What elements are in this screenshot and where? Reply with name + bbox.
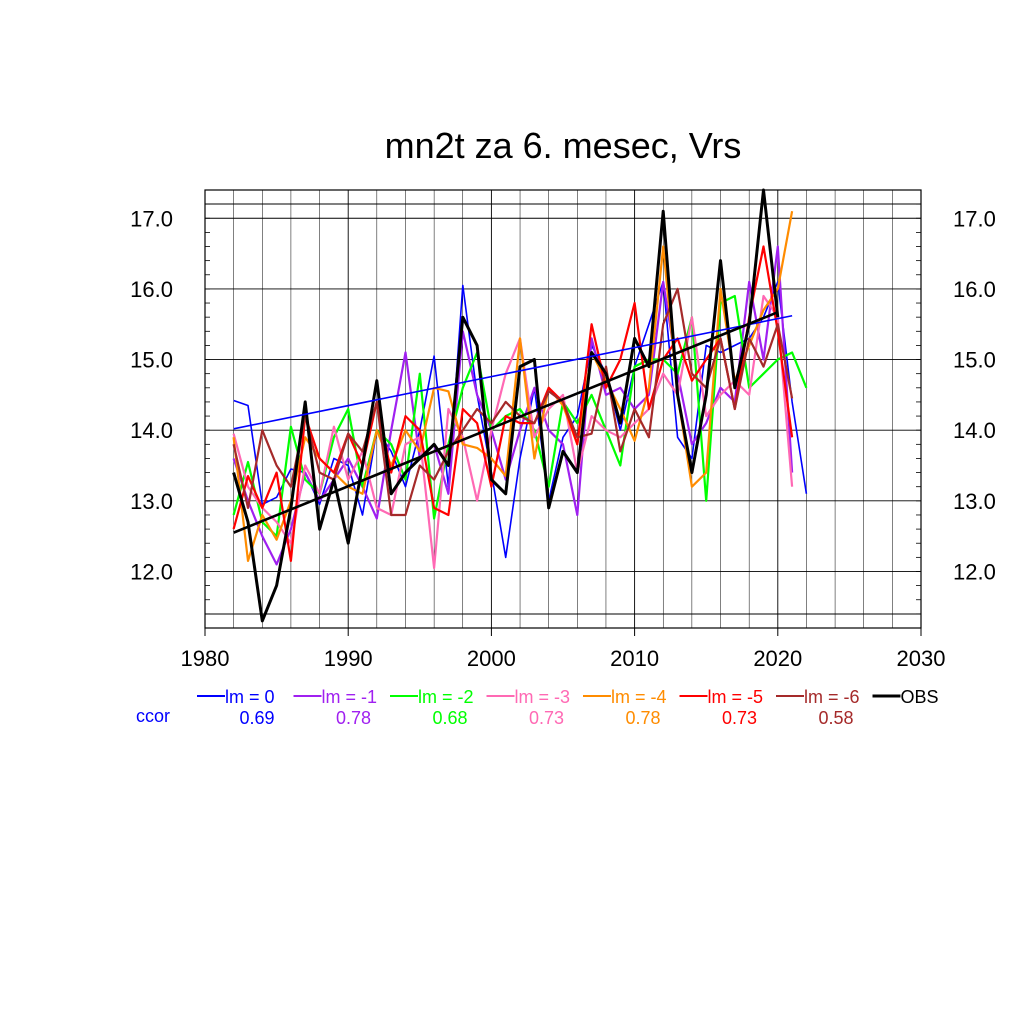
x-tick-label: 2030 [897,646,946,671]
y-tick-label-right: 12.0 [953,559,996,584]
y-tick-label-right: 14.0 [953,418,996,443]
x-tick-label: 2020 [753,646,802,671]
trend-line-7 [233,311,779,534]
series-line-2 [232,294,808,538]
ccor-value-6: 0.58 [818,708,853,728]
y-tick-label-left: 14.0 [130,418,173,443]
legend-label-7: OBS [901,687,939,707]
ccor-value-4: 0.78 [625,708,660,728]
y-tick-label-left: 17.0 [130,206,173,231]
y-tick-label-left: 16.0 [130,277,173,302]
y-tick-label-right: 15.0 [953,348,996,373]
axes: 1980 1990 2000 2010 2020 2030 12.0 12.0 13.0 13.0… [130,189,996,671]
x-tick-label: 1980 [181,646,230,671]
y-tick-label-right: 16.0 [953,277,996,302]
y-tick-label-left: 15.0 [130,348,173,373]
ccor-value-0: 0.69 [239,708,274,728]
grid [205,190,921,628]
plot-frame [204,189,922,629]
series-line-7 [232,188,780,623]
y-tick-label-right: 13.0 [953,489,996,514]
legend-label-0: lm = 0 [225,687,275,707]
series-line-3 [232,294,794,570]
y-tick-label-right: 17.0 [953,206,996,231]
plot-area [232,188,808,623]
legend-label-5: lm = -5 [708,687,764,707]
chart-title: mn2t za 6. mesec, Vrs [385,125,742,166]
y-tick-label-left: 12.0 [130,559,173,584]
ccor-value-1: 0.78 [336,708,371,728]
ccor-value-5: 0.73 [722,708,757,728]
y-tick-label-left: 13.0 [130,489,173,514]
legend-label-1: lm = -1 [322,687,378,707]
legend-label-6: lm = -6 [804,687,860,707]
x-tick-label: 2010 [610,646,659,671]
ccor-value-3: 0.73 [529,708,564,728]
ccor-label: ccor [136,706,170,726]
legend-label-3: lm = -3 [515,687,571,707]
legend-label-2: lm = -2 [418,687,474,707]
trend-line-0 [233,314,793,430]
x-tick-label: 2000 [467,646,516,671]
x-tick-label: 1990 [324,646,373,671]
legend-label-4: lm = -4 [611,687,667,707]
series-line-6 [232,287,794,517]
ccor-value-2: 0.68 [432,708,467,728]
